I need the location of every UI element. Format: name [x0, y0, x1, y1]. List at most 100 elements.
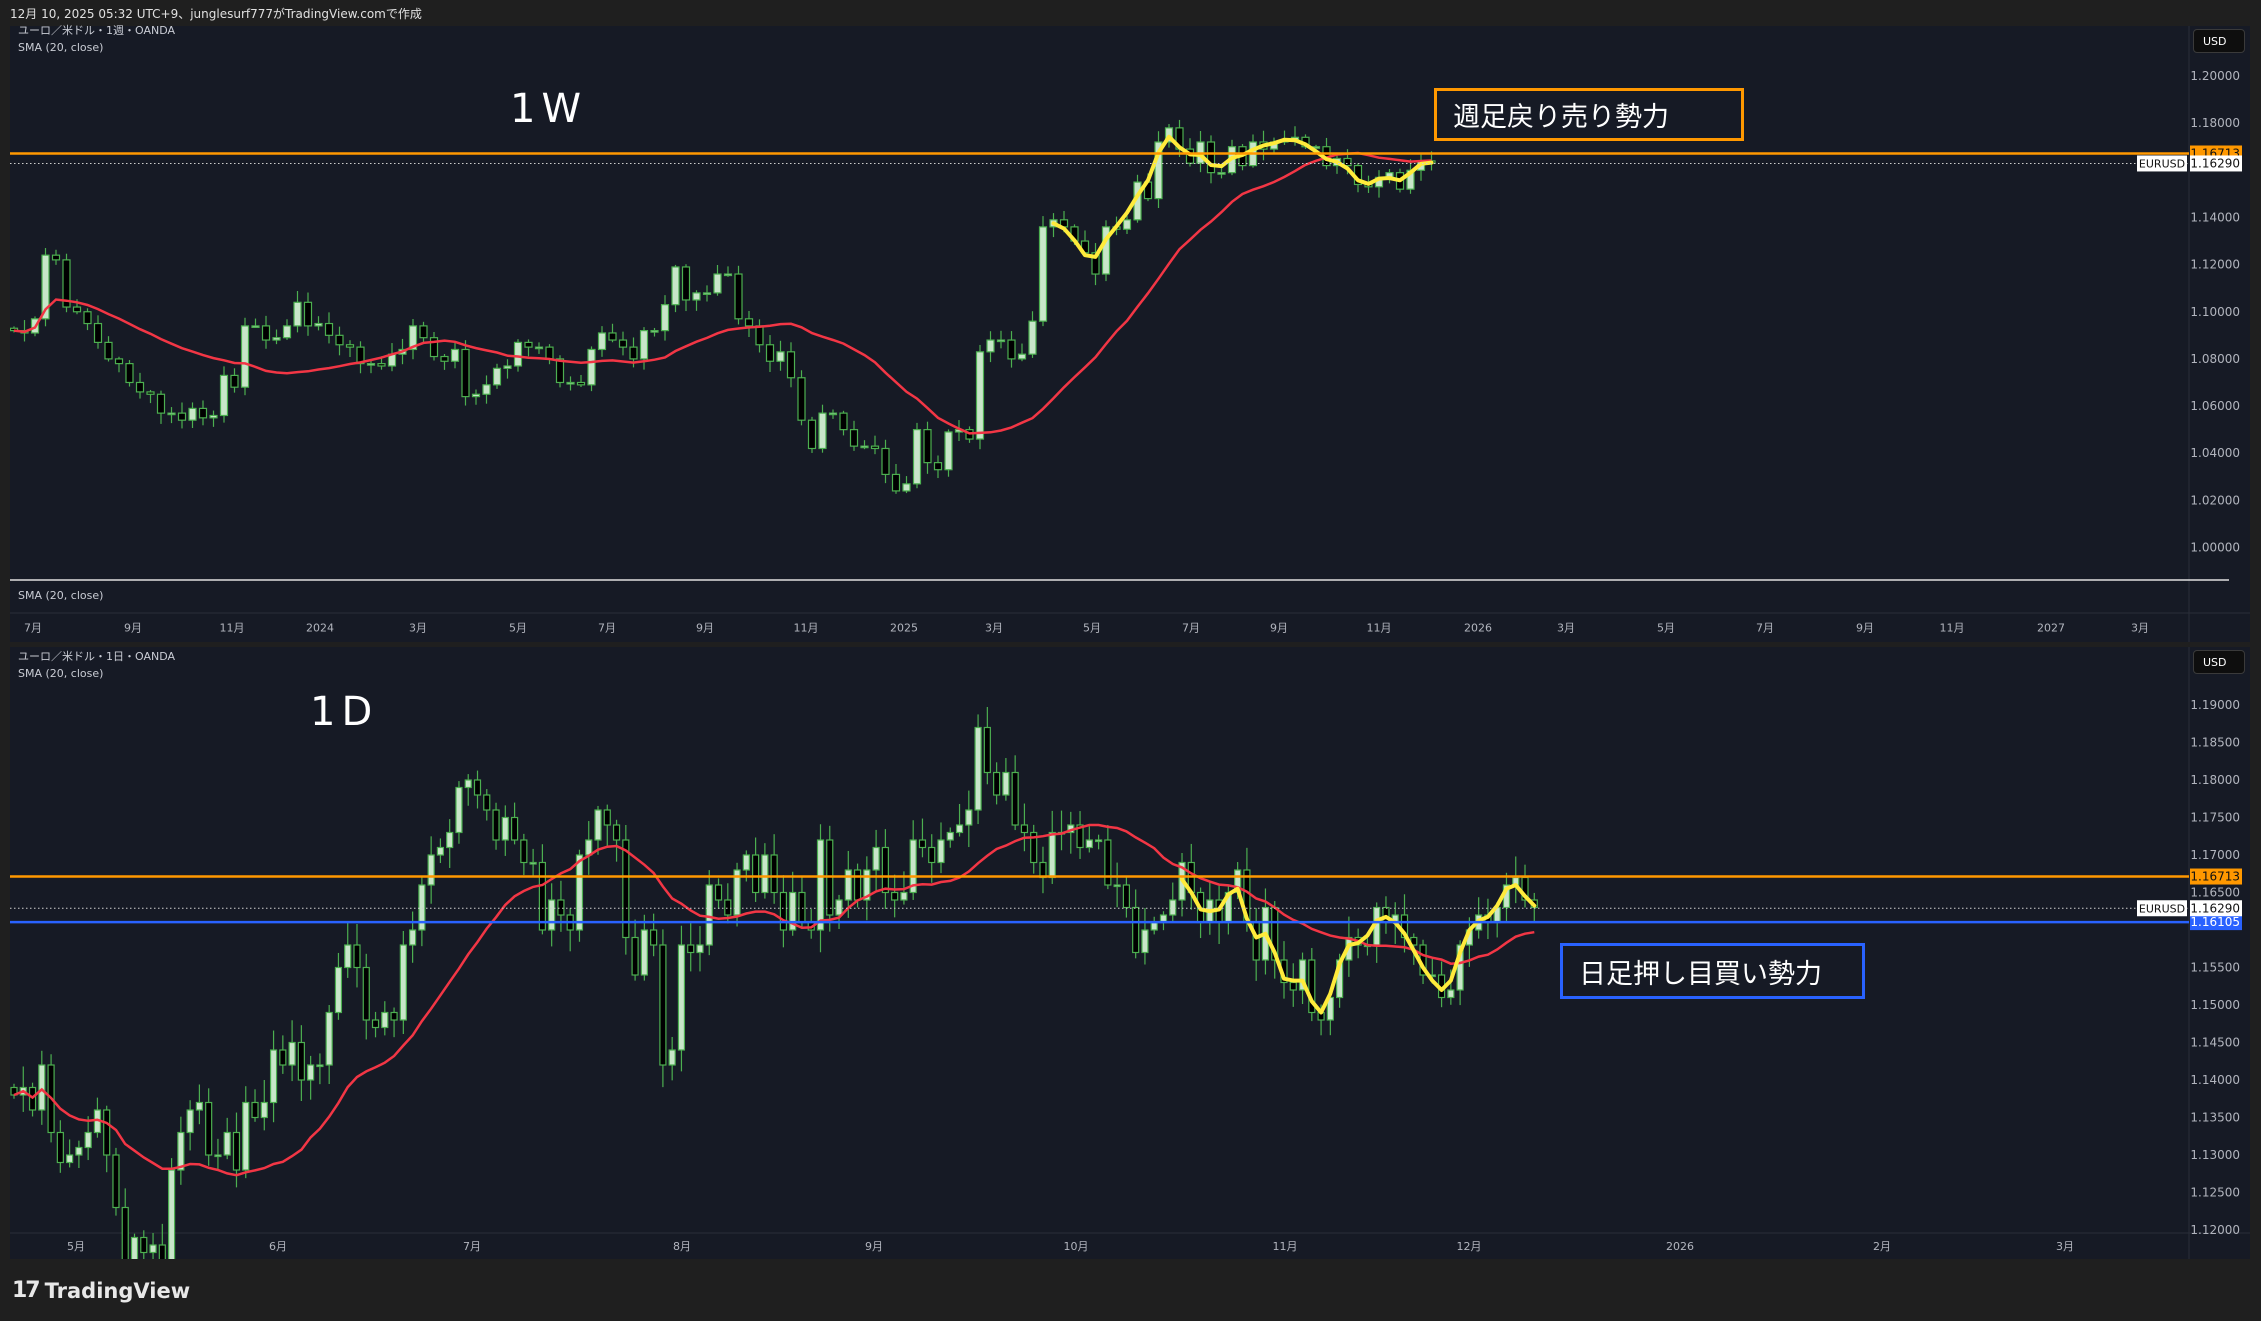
candle-up — [902, 483, 911, 492]
price-tick-label: 1.08000 — [2190, 352, 2240, 366]
candle-down — [251, 1101, 259, 1119]
price-tick-label: 1.18000 — [2190, 773, 2240, 787]
candle-down — [492, 809, 500, 841]
daily-chart-pane[interactable]: 1.19000 1.18500 1.18000 1.17500 1.17000 1.165… — [10, 647, 2250, 1259]
price-tick-label: 1.12500 — [2190, 1186, 2240, 1200]
time-tick-label: 11月 — [1367, 622, 1392, 635]
price-tick-label: 1.10000 — [2190, 305, 2240, 319]
daily-chart[interactable]: 1.19000 1.18500 1.18000 1.17500 1.17000 1.165… — [10, 647, 2250, 1259]
candle-down — [1122, 884, 1131, 909]
candle-up — [240, 325, 250, 388]
candle-down — [419, 325, 428, 339]
candle-up — [789, 891, 797, 931]
candle-up — [705, 884, 713, 946]
time-tick-label: 9月 — [124, 622, 142, 635]
weekly-annotation-box[interactable]: 週足戻り売り勢力 — [1434, 88, 1744, 141]
candle-up — [188, 407, 197, 421]
candle-up — [272, 337, 281, 341]
candle-up — [130, 1236, 139, 1259]
candle-up — [534, 346, 544, 350]
candle-up — [955, 824, 964, 834]
candle-up — [325, 1011, 333, 1066]
candle-down — [608, 332, 617, 341]
candle-up — [167, 412, 176, 416]
candle-down — [483, 794, 491, 811]
candle-down — [1039, 861, 1047, 879]
candle-up — [149, 1244, 157, 1254]
candle-down — [524, 341, 533, 348]
candle-up — [1094, 839, 1103, 843]
candle-down — [744, 318, 754, 327]
candle-down — [557, 899, 565, 916]
resistance-price-label: 1.16713 — [2190, 870, 2240, 884]
candle-down — [923, 429, 932, 464]
price-tick-label: 1.06000 — [2190, 399, 2240, 413]
weekly-chart-pane[interactable]: 1.20000 1.18000 1.14000 1.12000 1.10000 1.080… — [10, 24, 2250, 642]
candle-up — [209, 414, 218, 419]
candle-down — [230, 374, 239, 388]
time-tick-label: 11月 — [1940, 622, 1965, 635]
price-tick-label: 1.13000 — [2190, 1148, 2240, 1162]
candle-up — [1101, 226, 1111, 275]
candle-down — [345, 344, 355, 348]
candle-down — [297, 1041, 305, 1081]
candle-up — [587, 348, 596, 386]
time-tick-label: 2026 — [1666, 1240, 1694, 1253]
time-tick-label: 3月 — [2056, 1240, 2074, 1253]
daily-annotation-box[interactable]: 日足押し目買い勢力 — [1560, 943, 1865, 999]
price-tick-label: 1.14000 — [2190, 210, 2240, 224]
candle-down — [93, 322, 103, 343]
candle-down — [612, 824, 621, 841]
candle-down — [1104, 839, 1112, 886]
candle-up — [1298, 959, 1307, 991]
price-tick-label: 1.18000 — [2190, 116, 2240, 130]
currency-button[interactable]: USD — [2193, 650, 2245, 674]
candle-down — [135, 381, 145, 393]
candle-down — [751, 854, 760, 894]
candle-up — [446, 831, 454, 849]
candle-up — [677, 944, 686, 1051]
candle-up — [872, 846, 880, 871]
candle-down — [121, 1206, 129, 1259]
currency-button[interactable]: USD — [2193, 29, 2245, 53]
price-tick-label: 1.16500 — [2190, 886, 2240, 900]
chart-caption: 12月 10, 2025 05:32 UTC+9、junglesurf777がT… — [10, 7, 422, 21]
candle-up — [503, 365, 512, 369]
price-tick-label: 1.02000 — [2190, 493, 2240, 507]
candle-up — [288, 1041, 296, 1066]
time-tick-label: 7月 — [1182, 622, 1200, 635]
candle-up — [223, 1131, 231, 1156]
candle-down — [520, 839, 528, 864]
weekly-sma-legend[interactable]: SMA (20, close) — [18, 41, 104, 54]
candle-up — [269, 1049, 278, 1104]
drawn-wave-annotation — [1180, 877, 1537, 1015]
tradingview-logo-icon: 17 — [12, 1278, 41, 1303]
candle-down — [461, 348, 470, 398]
candle-up — [41, 254, 50, 320]
daily-sma-legend[interactable]: SMA (20, close) — [18, 667, 104, 680]
candle-up — [1169, 899, 1177, 916]
support-price-label-bg — [2190, 914, 2242, 931]
price-axis — [2189, 26, 2250, 642]
candle-up — [946, 831, 954, 841]
time-tick-label: 7月 — [463, 1240, 481, 1253]
candle-down — [324, 322, 334, 336]
candle-down — [429, 337, 439, 358]
candle-down — [779, 891, 788, 931]
time-tick-label: 11月 — [794, 622, 819, 635]
time-tick-label: 3月 — [985, 622, 1003, 635]
time-tick-label: 7月 — [1756, 622, 1774, 635]
candle-up — [1002, 771, 1010, 796]
candle-down — [205, 1101, 213, 1156]
candle-down — [232, 1131, 241, 1171]
candle-up — [816, 839, 825, 931]
candle-down — [687, 944, 695, 954]
candle-down — [714, 884, 723, 901]
tradingview-logo[interactable]: 17 TradingView — [12, 1278, 190, 1303]
candle-down — [362, 966, 370, 1021]
candle-down — [140, 1236, 148, 1254]
weekly-chart[interactable]: 1.20000 1.18000 1.14000 1.12000 1.10000 1.080… — [10, 26, 2250, 642]
symbol-label-bg — [2137, 900, 2187, 917]
candle-up — [1113, 884, 1121, 888]
time-tick-label: 5月 — [67, 1240, 85, 1253]
